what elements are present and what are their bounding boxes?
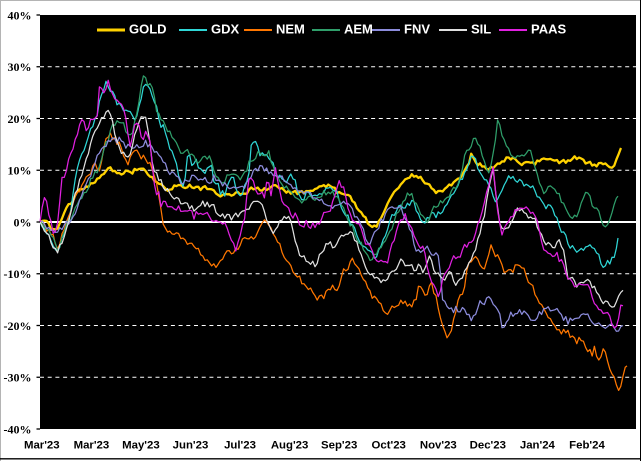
svg-text:-20%: -20% (4, 319, 32, 333)
svg-text:May'23: May'23 (122, 440, 160, 452)
svg-text:Mar'23: Mar'23 (74, 440, 110, 452)
svg-text:-30%: -30% (4, 371, 32, 385)
svg-text:Oct'23: Oct'23 (372, 440, 406, 452)
svg-text:30%: 30% (8, 60, 32, 74)
svg-text:-10%: -10% (4, 267, 32, 281)
svg-text:SIL: SIL (471, 22, 491, 37)
svg-text:FNV: FNV (404, 22, 430, 37)
svg-text:Jul'23: Jul'23 (224, 440, 256, 452)
svg-text:10%: 10% (8, 164, 32, 178)
svg-text:GOLD: GOLD (129, 22, 167, 37)
svg-text:PAAS: PAAS (531, 22, 566, 37)
svg-text:AEM: AEM (344, 22, 373, 37)
svg-text:0%: 0% (14, 215, 32, 229)
svg-text:Nov'23: Nov'23 (420, 440, 457, 452)
svg-text:Jan'24: Jan'24 (520, 440, 556, 452)
svg-text:NEM: NEM (276, 22, 305, 37)
svg-text:Feb'24: Feb'24 (569, 440, 605, 452)
svg-text:40%: 40% (8, 8, 32, 22)
svg-text:Sep'23: Sep'23 (321, 440, 357, 452)
svg-text:20%: 20% (8, 112, 32, 126)
svg-text:Aug'23: Aug'23 (271, 440, 309, 452)
svg-text:Mar'23: Mar'23 (24, 440, 60, 452)
svg-text:-40%: -40% (4, 422, 32, 436)
svg-text:Jun'23: Jun'23 (173, 440, 209, 452)
svg-text:GDX: GDX (211, 22, 240, 37)
svg-text:Dec'23: Dec'23 (470, 440, 506, 452)
